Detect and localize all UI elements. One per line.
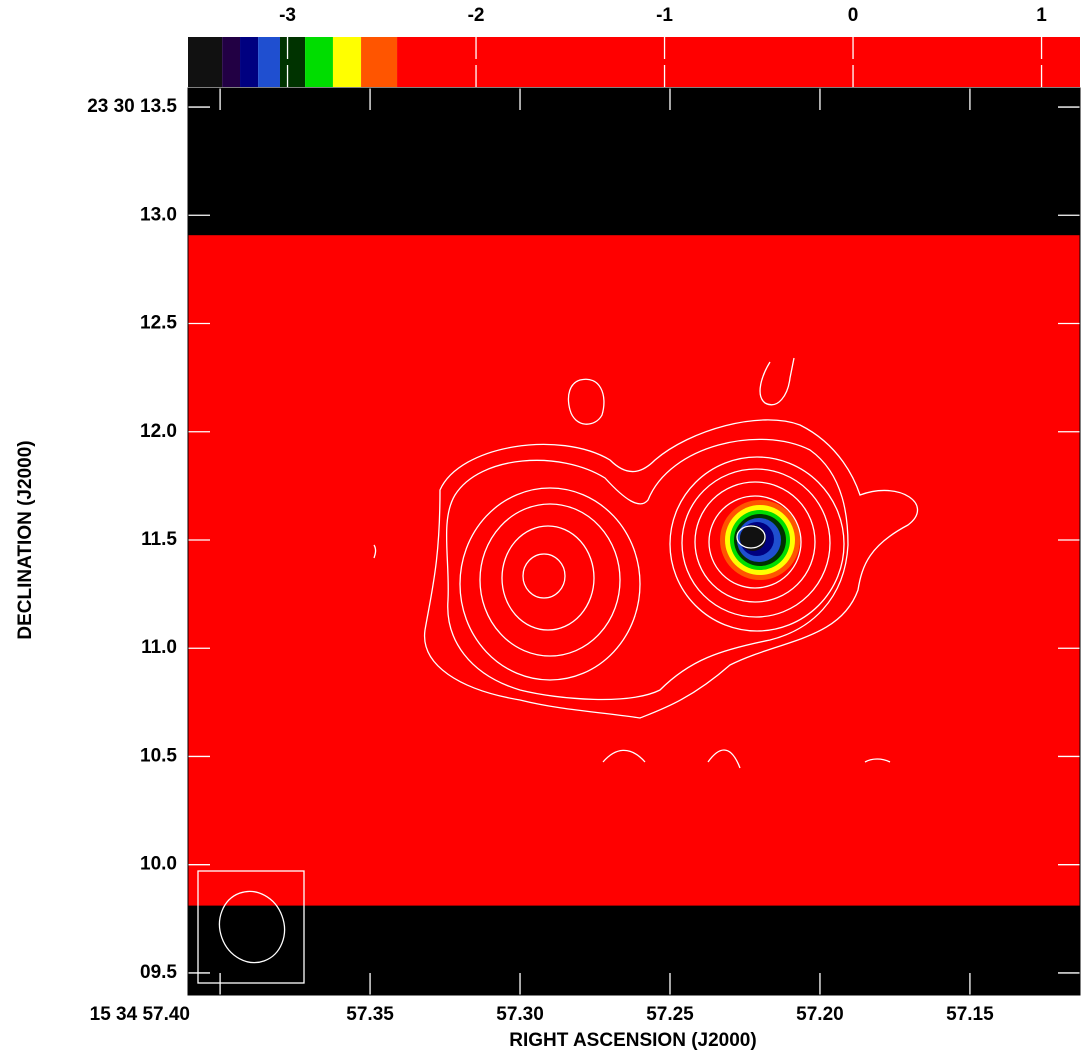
image-data	[188, 235, 1080, 905]
x-tick-label: 57.15	[946, 1004, 994, 1025]
x-tick-label: 57.20	[796, 1004, 844, 1025]
x-tick-label: 57.25	[646, 1004, 694, 1025]
y-tick-label: 12.0	[140, 421, 177, 442]
colorbar-tick-label: -2	[468, 5, 485, 26]
colorbar-bin	[280, 37, 305, 87]
y-tick-label: 10.0	[140, 854, 177, 875]
x-tick-label: 57.35	[346, 1004, 394, 1025]
colorbar-bin	[305, 37, 333, 87]
y-tick-label: 11.5	[141, 529, 177, 550]
x-tick-label: 15 34 57.40	[90, 1004, 190, 1025]
y-tick-label: 12.5	[140, 313, 177, 334]
y-tick-label: 11.0	[141, 637, 177, 658]
colorbar-bin	[188, 37, 222, 87]
y-tick-label: 13.0	[140, 204, 177, 225]
colorbar-tick-label: -3	[279, 5, 296, 26]
colorbar-bin	[258, 37, 280, 87]
colorbar-tick-label: -1	[656, 5, 673, 26]
colorbar-bin	[240, 37, 258, 87]
page: {"chart_data": { "type": "image", "x_lab…	[0, 0, 1087, 1059]
colorbar-bin	[222, 37, 240, 87]
y-tick-label: 23 30 13.5	[87, 96, 177, 117]
y-tick-label: 10.5	[140, 745, 177, 766]
colorbar-bin	[397, 37, 1080, 87]
colorbar-bin	[361, 37, 397, 87]
chart: RIGHT ASCENSION (J2000) DECLINATION (J20…	[0, 0, 1087, 1059]
y-axis-label: DECLINATION (J2000)	[15, 440, 36, 639]
plot-area	[188, 88, 1080, 995]
colorbar-tick-label: 1	[1036, 5, 1047, 26]
colorbar-tick-label: 0	[848, 5, 859, 26]
x-tick-label: 57.30	[496, 1004, 544, 1025]
x-axis-label: RIGHT ASCENSION (J2000)	[509, 1030, 756, 1051]
y-tick-label: 09.5	[140, 962, 177, 983]
colorbar-bin	[333, 37, 361, 87]
